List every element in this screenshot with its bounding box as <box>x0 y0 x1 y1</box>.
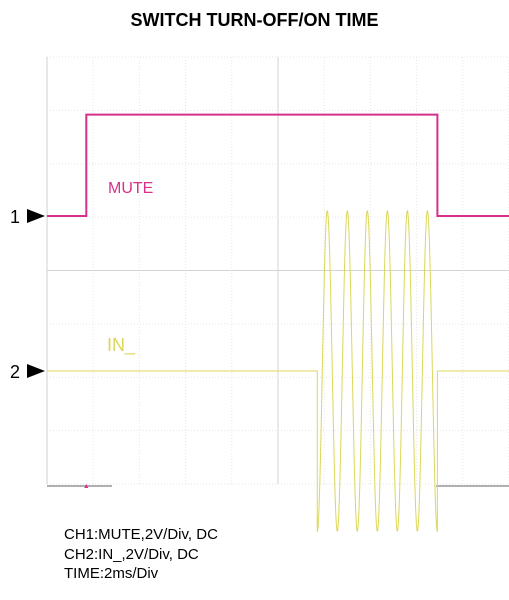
channel-markers: 12 <box>10 207 45 382</box>
mute-label: MUTE <box>108 180 153 197</box>
trigger-marker <box>84 484 89 488</box>
footer-time: TIME:2ms/Div <box>64 565 159 582</box>
chart-title: SWITCH TURN-OFF/ON TIME <box>130 10 379 30</box>
in-label: IN_ <box>107 335 136 356</box>
in-trace <box>47 209 509 533</box>
traces <box>47 113 509 533</box>
footer-ch2: CH2:IN_,2V/Div, DC <box>64 546 199 563</box>
channel-1-number: 1 <box>10 207 20 227</box>
footer-ch1: CH1:MUTE,2V/Div, DC <box>64 526 218 543</box>
mute-trace <box>47 113 509 217</box>
grid <box>46 56 509 488</box>
channel-2-number: 2 <box>10 362 20 382</box>
trace-labels: MUTE IN_ <box>107 180 153 356</box>
channel-2-arrow-icon <box>27 364 45 378</box>
channel-1-arrow-icon <box>27 209 45 223</box>
